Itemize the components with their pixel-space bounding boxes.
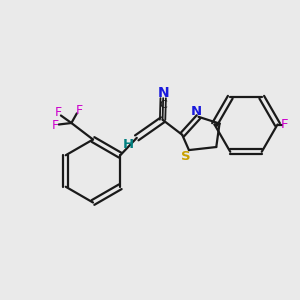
Text: S: S bbox=[181, 150, 190, 163]
Text: C: C bbox=[159, 100, 167, 110]
Text: F: F bbox=[51, 119, 58, 132]
Text: F: F bbox=[55, 106, 62, 119]
Text: N: N bbox=[158, 86, 169, 100]
Text: N: N bbox=[190, 105, 202, 118]
Text: H: H bbox=[123, 138, 134, 151]
Text: F: F bbox=[76, 104, 83, 117]
Text: F: F bbox=[281, 118, 289, 131]
